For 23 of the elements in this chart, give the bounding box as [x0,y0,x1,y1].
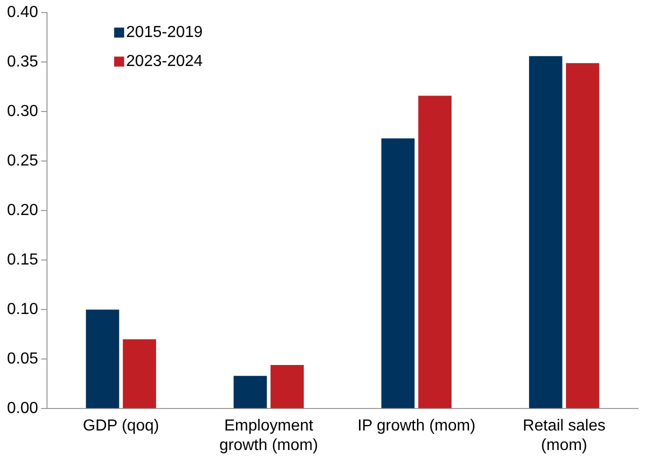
y-tick-label: 0.10 [7,301,38,318]
bar [566,63,600,408]
legend-label: 2023-2024 [126,53,203,70]
y-tick-label: 0.25 [7,152,38,170]
legend-label: 2015-2019 [126,24,203,42]
x-tick-label: Employment growth (mom) [219,418,318,454]
bar [418,96,452,408]
y-tick-label: 0.00 [7,400,38,418]
bar [381,138,415,408]
y-tick-label: 0.35 [7,54,38,71]
bar [122,339,156,408]
y-tick-label: 0.30 [7,103,38,120]
bar [86,310,120,408]
y-tick-label: 0.15 [7,252,38,269]
y-tick-label: 0.40 [7,4,38,22]
bar [270,365,304,408]
x-tick-label: GDP (qoq) [82,418,160,435]
x-tick-label: Retail sales (mom) [522,418,606,454]
y-tick-label: 0.05 [7,350,38,368]
bar [234,376,267,408]
y-tick-label: 0.20 [7,202,38,220]
x-tick-label: IP growth (mom) [357,418,476,435]
bar [529,56,562,408]
